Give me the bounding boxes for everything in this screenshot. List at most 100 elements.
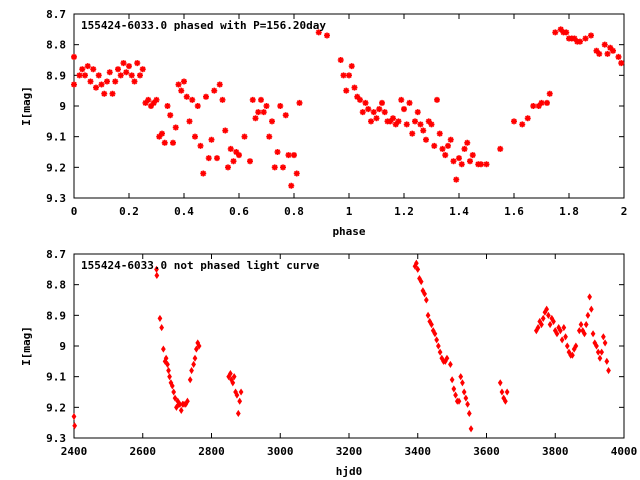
data-point (588, 305, 594, 313)
data-point (187, 376, 193, 384)
data-point (186, 118, 193, 125)
x-tick-label: 0 (71, 205, 78, 218)
data-point (71, 81, 77, 88)
data-point (71, 412, 77, 421)
data-point (546, 311, 551, 319)
data-point (381, 109, 388, 116)
y-tick-label: 9 (59, 340, 66, 353)
data-point (582, 330, 587, 338)
data-point (415, 265, 421, 273)
data-point (434, 96, 440, 103)
data-point (540, 314, 546, 322)
data-point (546, 90, 553, 97)
data-point (368, 118, 374, 125)
data-point (499, 388, 505, 396)
data-point (90, 66, 97, 73)
data-point (453, 391, 458, 399)
data-point (365, 106, 372, 113)
y-axis-label: I[mag] (20, 86, 33, 126)
x-tick-label: 0.6 (229, 205, 249, 218)
data-point (422, 290, 427, 298)
data-point (274, 149, 281, 155)
data-point (398, 96, 405, 103)
data-point (571, 35, 578, 42)
y-tick-label: 9.3 (46, 432, 66, 445)
data-point (456, 155, 462, 162)
data-point (76, 72, 83, 79)
data-point (376, 106, 383, 113)
data-point (357, 96, 363, 103)
x-tick-label: 2 (621, 205, 628, 218)
data-point (79, 66, 86, 73)
data-point (467, 158, 473, 165)
data-point (551, 317, 556, 326)
data-point (112, 78, 119, 85)
data-point (362, 99, 369, 106)
data-point (423, 296, 429, 304)
data-point (390, 115, 396, 122)
data-point (437, 348, 443, 356)
data-point (417, 121, 424, 128)
data-point (216, 81, 223, 88)
data-point (597, 354, 603, 362)
y-tick-label: 8.9 (46, 69, 66, 82)
data-point (106, 69, 113, 76)
data-point (607, 44, 614, 51)
data-point (450, 158, 457, 165)
data-point (458, 161, 465, 168)
data-point (563, 333, 568, 341)
data-point (101, 90, 108, 97)
data-point (238, 388, 244, 396)
data-point (558, 327, 563, 335)
data-point (354, 93, 361, 100)
data-point (403, 121, 410, 128)
data-point (282, 112, 289, 119)
y-tick-label: 9.2 (46, 401, 66, 414)
data-point (401, 106, 407, 113)
data-point (205, 155, 212, 162)
data-point (524, 115, 531, 122)
x-tick-label: 1.6 (504, 205, 524, 218)
data-point (189, 366, 194, 375)
data-point (588, 32, 594, 39)
data-point (460, 379, 465, 387)
data-point (288, 182, 295, 189)
x-tick-label: 3600 (473, 445, 500, 458)
data-point (465, 400, 470, 408)
x-tick-label: 3400 (405, 445, 432, 458)
data-point (604, 50, 611, 57)
data-point (120, 60, 127, 67)
y-axis-label: I[mag] (20, 326, 33, 366)
data-point (227, 145, 234, 152)
data-point (552, 29, 559, 36)
data-point (247, 158, 253, 165)
data-point (145, 96, 152, 103)
data-point (346, 72, 352, 79)
data-point (166, 366, 171, 375)
data-point (258, 96, 264, 103)
data-point (219, 96, 226, 103)
data-point (231, 373, 237, 381)
x-tick-label: 1.2 (394, 205, 414, 218)
data-point (235, 409, 241, 418)
data-point (451, 385, 457, 393)
data-point (456, 397, 462, 405)
data-point (414, 109, 421, 116)
data-point (161, 139, 168, 146)
y-tick-label: 9.2 (46, 161, 66, 174)
data-point (167, 373, 172, 381)
data-point (252, 115, 259, 122)
data-point (544, 99, 550, 106)
data-point (504, 388, 510, 396)
data-point (618, 60, 625, 67)
data-point (185, 397, 190, 405)
data-point (337, 57, 344, 63)
data-point (234, 391, 240, 399)
data-point (387, 118, 394, 125)
data-point (418, 278, 424, 286)
data-point (610, 47, 616, 54)
data-point (343, 87, 350, 94)
data-point (557, 26, 564, 33)
data-point (436, 342, 441, 350)
